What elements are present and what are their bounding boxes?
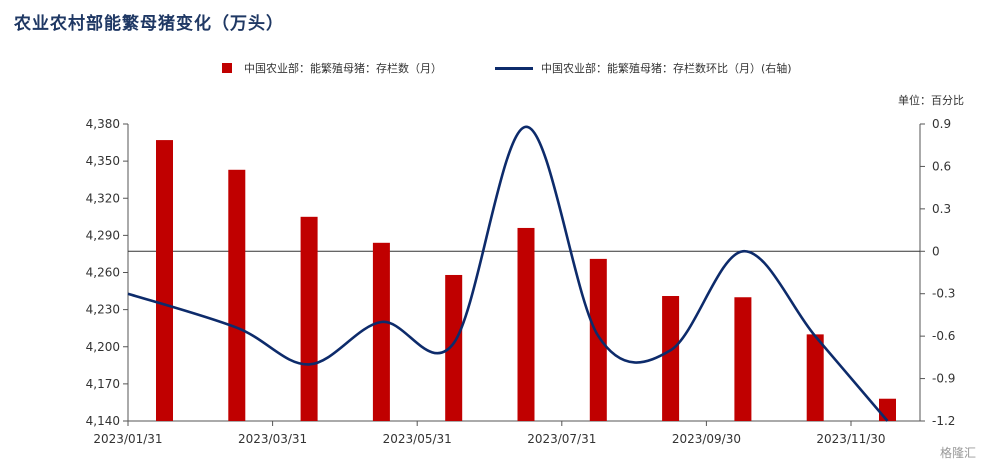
bar-series xyxy=(156,140,896,421)
left-tick-label: 4,170 xyxy=(86,377,120,391)
x-tick-label: 2023/11/30 xyxy=(816,432,885,446)
legend-swatch-line xyxy=(495,66,533,70)
legend-swatch-bar xyxy=(222,63,232,73)
legend-label-line: 中国农业部：能繁殖母猪：存栏数环比（月）(右轴) xyxy=(541,62,792,75)
legend-item-line: 中国农业部：能繁殖母猪：存栏数环比（月）(右轴) xyxy=(495,60,792,76)
series-line xyxy=(127,125,889,422)
legend-item-bar: 中国农业部：能繁殖母猪：存栏数（月） xyxy=(222,60,442,76)
chart-title: 农业农村部能繁母猪变化（万头） xyxy=(14,14,284,34)
left-tick-label: 4,380 xyxy=(86,117,120,131)
bar xyxy=(662,296,680,421)
tick-labels: 4,140 4,170 4,200 4,230 4,260 4,290 4,320 4,350… xyxy=(86,117,956,446)
left-tick-label: 4,290 xyxy=(86,228,120,242)
right-tick-label: -0.3 xyxy=(932,287,955,301)
right-tick-label: -0.6 xyxy=(932,329,955,343)
bar xyxy=(589,258,607,421)
x-tick-label: 2023/03/31 xyxy=(238,432,307,446)
x-tick-label: 2023/09/30 xyxy=(672,432,741,446)
x-tick-label: 2023/01/31 xyxy=(93,432,162,446)
bar xyxy=(879,398,896,421)
right-tick-label: 0.6 xyxy=(932,159,951,173)
x-tick-label: 2023/07/31 xyxy=(527,432,596,446)
bar xyxy=(372,242,390,421)
bar xyxy=(156,140,173,421)
unit-label: 单位：百分比 xyxy=(898,94,964,107)
left-tick-label: 4,230 xyxy=(86,303,120,317)
bar xyxy=(734,297,752,421)
left-tick-label: 4,350 xyxy=(86,154,120,168)
legend-label-bar: 中国农业部：能繁殖母猪：存栏数（月） xyxy=(244,62,442,75)
right-tick-label: 0.9 xyxy=(932,117,951,131)
bar xyxy=(806,334,824,421)
bar xyxy=(445,274,463,421)
right-tick-label: -0.9 xyxy=(932,372,955,386)
bar xyxy=(300,216,318,421)
line-series xyxy=(127,125,889,422)
legend: 中国农业部：能繁殖母猪：存栏数（月） 中国农业部：能繁殖母猪：存栏数环比（月）(… xyxy=(0,60,982,76)
bar xyxy=(517,227,535,421)
right-tick-label: -1.2 xyxy=(932,414,955,428)
left-tick-label: 4,320 xyxy=(86,191,120,205)
right-tick-label: 0 xyxy=(932,244,940,258)
right-tick-label: 0.3 xyxy=(932,202,951,216)
left-tick-label: 4,140 xyxy=(86,414,120,428)
watermark: 格隆汇 xyxy=(939,446,976,460)
left-tick-label: 4,260 xyxy=(86,266,120,280)
left-tick-label: 4,200 xyxy=(86,340,120,354)
bar xyxy=(228,169,246,421)
x-tick-label: 2023/05/31 xyxy=(383,432,452,446)
